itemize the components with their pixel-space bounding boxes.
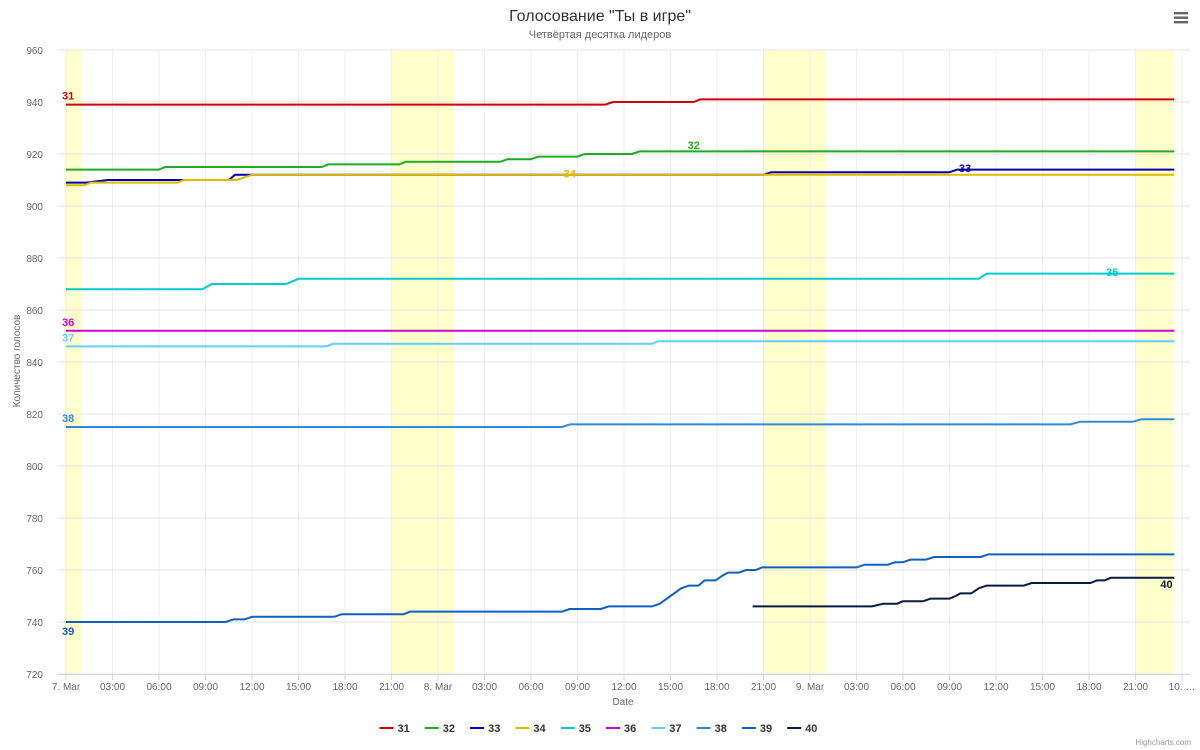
y-tick-label-7: 860	[26, 306, 43, 317]
x-tick-label-6: 18:00	[332, 682, 357, 693]
series-line-35[interactable]	[66, 272, 1175, 291]
x-tick-label-16: 9. Mar	[796, 682, 825, 693]
y-tick-label-2: 760	[26, 566, 43, 577]
series-label-33: 33	[959, 163, 971, 175]
y-tick-label-3: 780	[26, 514, 43, 525]
series-labels: 31 32 33 34 35 36 37 38 39 40	[62, 91, 1173, 638]
x-tick-label-2: 06:00	[146, 682, 171, 693]
series-line-37[interactable]	[66, 340, 1175, 348]
legend-label-37: 37	[669, 723, 681, 735]
x-tick-label-24: 10. …	[1169, 682, 1196, 693]
x-tick-label-15: 21:00	[751, 682, 776, 693]
legend-label-40: 40	[805, 723, 817, 735]
x-tick-label-18: 06:00	[890, 682, 915, 693]
legend-item-35[interactable]: 35	[560, 723, 591, 735]
y-tick-label-6: 840	[26, 358, 43, 369]
series-label-39: 39	[62, 626, 74, 638]
context-menu-button[interactable]	[1172, 8, 1190, 26]
series-label-36: 36	[62, 317, 74, 329]
series-line-39[interactable]	[66, 553, 1175, 623]
legend-label-33: 33	[488, 723, 500, 735]
series-line-32[interactable]	[66, 150, 1175, 171]
x-tick-label-7: 21:00	[379, 682, 404, 693]
hamburger-icon	[1174, 12, 1188, 24]
legend: 31 32 33 34 35 36 37 38 39 40	[379, 723, 817, 735]
y-tick-label-1: 740	[26, 618, 43, 629]
x-tick-label-17: 03:00	[844, 682, 869, 693]
legend-item-31[interactable]: 31	[379, 723, 410, 735]
x-tick-label-12: 12:00	[611, 682, 636, 693]
series-line-40[interactable]	[752, 576, 1175, 608]
credits-link[interactable]: Highcharts.com	[1135, 738, 1191, 747]
axes: 7. Mar 03:00 06:00 09:00 12:00 15:00 18:00 21:0…	[26, 46, 1195, 693]
y-tick-label-5: 820	[26, 410, 43, 421]
x-tick-label-9: 03:00	[472, 682, 497, 693]
legend-label-35: 35	[579, 723, 591, 735]
legend-item-37[interactable]: 37	[651, 723, 682, 735]
legend-label-38: 38	[715, 723, 727, 735]
legend-item-36[interactable]: 36	[606, 723, 636, 735]
y-tick-label-4: 800	[26, 462, 43, 473]
series-label-35: 35	[1106, 267, 1118, 279]
legend-label-34: 34	[533, 723, 546, 735]
y-tick-label-10: 920	[26, 150, 43, 161]
series-line-31[interactable]	[66, 98, 1175, 106]
x-tick-label-0: 7. Mar	[52, 682, 81, 693]
legend-label-36: 36	[624, 723, 636, 735]
x-axis-title: Date	[612, 697, 634, 708]
legend-label-32: 32	[443, 723, 455, 735]
legend-label-31: 31	[398, 723, 410, 735]
x-tick-label-23: 21:00	[1123, 682, 1148, 693]
y-tick-label-0: 720	[26, 670, 43, 681]
series-label-38: 38	[62, 413, 74, 425]
legend-item-34[interactable]: 34	[515, 723, 547, 735]
x-tick-label-4: 12:00	[239, 682, 264, 693]
series-line-33[interactable]	[66, 168, 1175, 184]
x-tick-label-20: 12:00	[983, 682, 1008, 693]
x-tick-label-3: 09:00	[193, 682, 218, 693]
x-tick-label-13: 15:00	[658, 682, 683, 693]
x-tick-label-8: 8. Mar	[424, 682, 453, 693]
y-tick-label-11: 940	[26, 98, 43, 109]
chart-subtitle: Четвёртая десятка лидеров	[529, 29, 672, 41]
legend-label-39: 39	[760, 723, 772, 735]
grid-lines	[57, 49, 1190, 675]
x-tick-label-11: 09:00	[565, 682, 590, 693]
series-label-37: 37	[62, 332, 74, 344]
legend-item-40[interactable]: 40	[787, 723, 817, 735]
x-tick-label-14: 18:00	[704, 682, 729, 693]
y-tick-label-8: 880	[26, 254, 43, 265]
x-tick-label-5: 15:00	[286, 682, 311, 693]
series-line-38[interactable]	[66, 418, 1175, 428]
series-label-34: 34	[564, 168, 577, 180]
y-tick-label-9: 900	[26, 202, 43, 213]
x-tick-label-21: 15:00	[1030, 682, 1055, 693]
y-axis-title: Количество голосов	[12, 315, 23, 408]
series-line-34[interactable]	[66, 173, 1175, 187]
x-tick-label-22: 18:00	[1076, 682, 1101, 693]
x-tick-label-19: 09:00	[937, 682, 962, 693]
series-lines	[66, 98, 1175, 623]
legend-item-33[interactable]: 33	[470, 723, 500, 735]
legend-item-39[interactable]: 39	[741, 723, 772, 735]
x-tick-label-1: 03:00	[100, 682, 125, 693]
series-label-31: 31	[62, 91, 74, 103]
y-tick-label-12: 960	[26, 46, 43, 57]
series-label-32: 32	[688, 140, 700, 152]
chart-title: Голосование "Ты в игре"	[509, 8, 691, 25]
series-label-40: 40	[1160, 579, 1172, 591]
legend-item-32[interactable]: 32	[424, 723, 455, 735]
x-tick-label-10: 06:00	[518, 682, 543, 693]
legend-item-38[interactable]: 38	[696, 723, 727, 735]
